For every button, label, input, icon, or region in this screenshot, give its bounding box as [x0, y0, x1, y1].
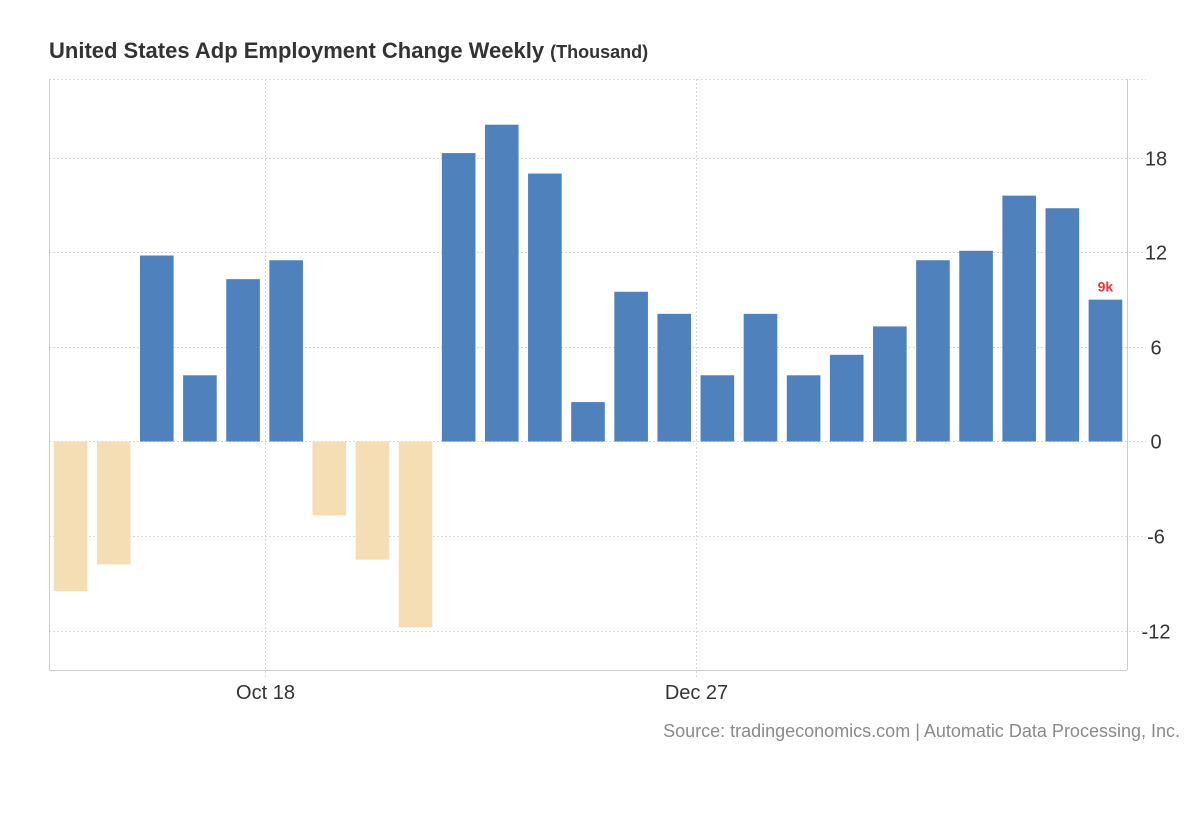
bar[interactable]: [528, 173, 562, 442]
chart-unit-label: (Thousand): [550, 42, 649, 62]
bar[interactable]: [139, 255, 174, 442]
y-tick-label: 12: [1145, 243, 1167, 265]
last-value-label: 9k: [1098, 279, 1114, 295]
bar[interactable]: [657, 313, 692, 442]
bar[interactable]: [183, 375, 217, 442]
x-tick-label: Dec 27: [665, 682, 728, 704]
bar[interactable]: [269, 260, 303, 442]
bar[interactable]: [226, 279, 260, 442]
bar[interactable]: [96, 441, 131, 565]
source-credit[interactable]: Source: tradingeconomics.com | Automatic…: [663, 721, 1180, 741]
bar[interactable]: [355, 441, 390, 560]
bars: [53, 124, 1123, 628]
chart-title-text: United States Adp Employment Change Week…: [49, 38, 545, 63]
bar[interactable]: [829, 354, 864, 442]
bar[interactable]: [53, 441, 88, 592]
y-tick-label: 0: [1150, 432, 1161, 454]
bar[interactable]: [614, 291, 648, 442]
y-tick-label: 6: [1150, 338, 1161, 360]
bar[interactable]: [873, 326, 907, 442]
bar[interactable]: [916, 260, 950, 442]
bar[interactable]: [441, 153, 476, 442]
gridlines: [49, 79, 1146, 678]
tick-labels: -12 -6 0 6 12 18 Oct 18 Dec 27 9k: [236, 149, 1170, 705]
y-tick-label: -6: [1147, 527, 1165, 549]
axes: [49, 79, 1128, 671]
y-tick-label: 18: [1145, 149, 1167, 171]
bar[interactable]: [484, 124, 519, 442]
bar[interactable]: [743, 313, 778, 442]
bar[interactable]: [571, 402, 605, 442]
chart-title: United States Adp Employment Change Week…: [49, 38, 648, 64]
bar[interactable]: [1045, 208, 1080, 442]
bar[interactable]: [398, 441, 433, 628]
bar[interactable]: [312, 441, 347, 516]
bar[interactable]: [1002, 195, 1037, 442]
bar[interactable]: [959, 250, 993, 442]
bar[interactable]: [786, 375, 821, 442]
bar[interactable]: [1088, 299, 1123, 442]
x-tick-label: Oct 18: [236, 682, 295, 704]
bar[interactable]: [700, 375, 735, 442]
y-tick-label: -12: [1142, 622, 1171, 644]
